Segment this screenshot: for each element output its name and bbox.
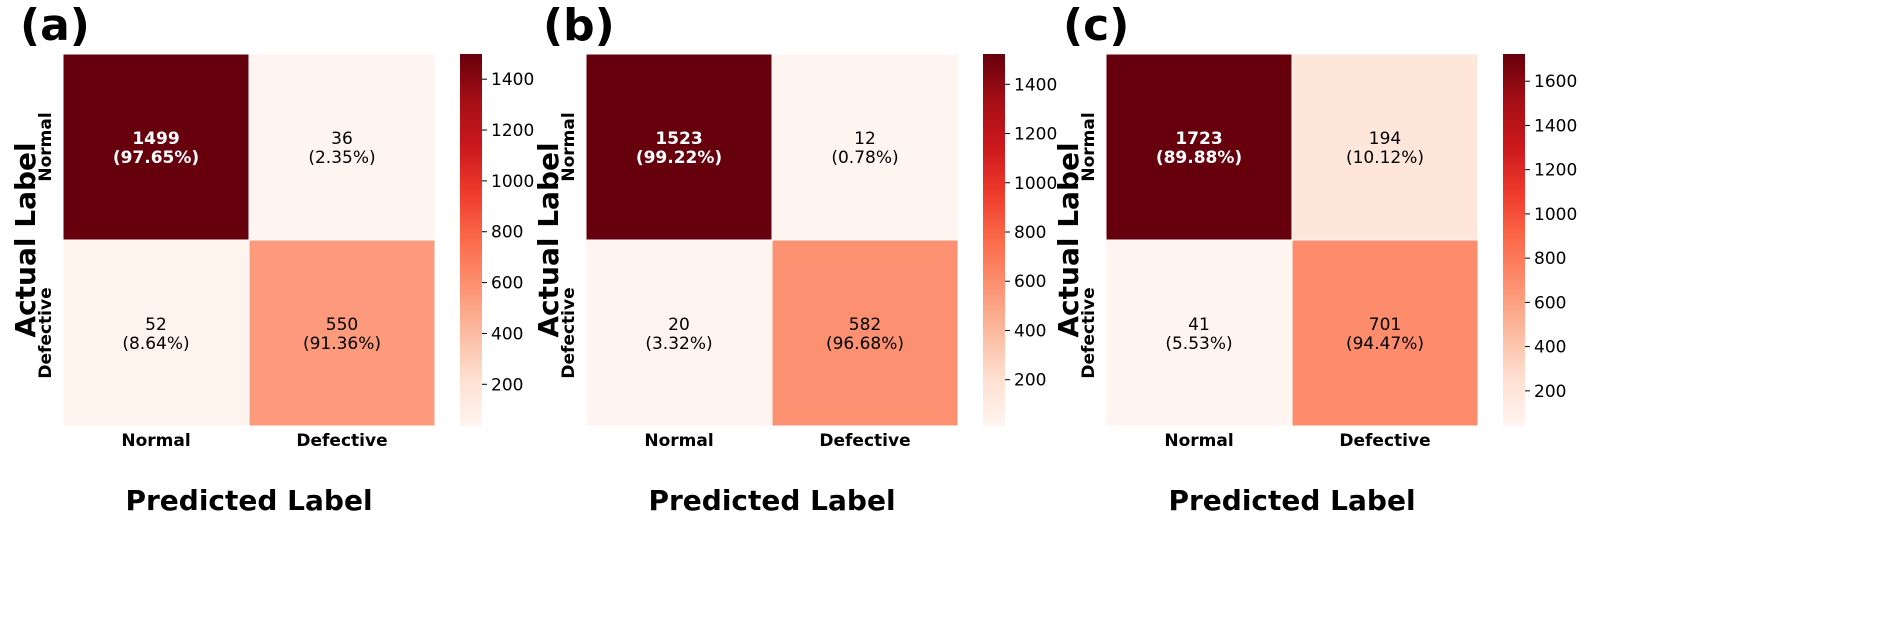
cell-count: 12 — [854, 129, 876, 149]
y-axis-title: Actual Label — [1052, 142, 1085, 337]
cell-percentage: (10.12%) — [1346, 148, 1424, 168]
x-tick-label: Normal — [1164, 431, 1233, 451]
heatmap-cell — [771, 53, 959, 241]
colorbar-tick-label: 600 — [491, 274, 523, 294]
cell-percentage: (3.32%) — [645, 334, 712, 354]
panel-c: (c) 1723 (89.88%) 194 (10.12%) 41 (5.53%) 701 (9… — [1052, 0, 1577, 517]
x-tick-label: Normal — [121, 431, 190, 451]
cell-count: 1723 — [1175, 129, 1222, 149]
cell-count: 1523 — [655, 129, 702, 149]
cell-value-label: 550 (91.36%) — [303, 315, 381, 354]
cell-value-label: 36 (2.35%) — [308, 129, 375, 168]
panel-label: (a) — [20, 0, 90, 51]
y-tick-label: Normal — [1079, 112, 1099, 181]
cell-value-label: 1499 (97.65%) — [113, 129, 199, 168]
panel-label: (b) — [543, 0, 615, 51]
cell-count: 194 — [1369, 129, 1401, 149]
heatmap-cell — [62, 53, 250, 241]
cell-percentage: (99.22%) — [636, 148, 722, 168]
panel-label: (c) — [1063, 0, 1129, 51]
cell-count: 1499 — [132, 129, 179, 149]
colorbar — [460, 54, 482, 426]
colorbar-tick-label: 1400 — [491, 70, 534, 90]
heatmap-cell — [585, 239, 773, 427]
y-tick-label: Defective — [36, 287, 56, 378]
cell-percentage: (5.53%) — [1165, 334, 1232, 354]
cell-percentage: (97.65%) — [113, 148, 199, 168]
cell-percentage: (91.36%) — [303, 334, 381, 354]
colorbar-tick-label: 400 — [491, 324, 523, 344]
colorbar-tick-label: 1000 — [1014, 174, 1057, 194]
cell-count: 20 — [668, 315, 690, 335]
heatmap-cell — [1105, 53, 1293, 241]
cell-count: 550 — [326, 315, 358, 335]
panel-b: (b) 1523 (99.22%) 12 (0.78%) 20 (3.32%) 582 (96.… — [532, 0, 1057, 517]
panel-a: (a) 1499 (97.65%) 36 (2.35%) 52 (8.64%) 550 (91.… — [9, 0, 534, 517]
colorbar-tick-label: 400 — [1534, 338, 1566, 358]
colorbar-tick-label: 600 — [1534, 293, 1566, 313]
colorbar-tick-label: 1600 — [1534, 72, 1577, 92]
heatmap-cell — [585, 53, 773, 241]
heatmap-cell — [1105, 239, 1293, 427]
y-tick-label: Normal — [36, 112, 56, 181]
cell-value-label: 582 (96.68%) — [826, 315, 904, 354]
colorbar — [1503, 54, 1525, 426]
y-tick-label: Defective — [1079, 287, 1099, 378]
colorbar-tick-label: 800 — [1534, 249, 1566, 269]
heatmap-cell — [1291, 239, 1479, 427]
y-tick-label: Defective — [559, 287, 579, 378]
colorbar-tick-label: 1400 — [1534, 116, 1577, 136]
cell-value-label: 41 (5.53%) — [1165, 315, 1232, 354]
heatmap-cell — [248, 53, 436, 241]
x-axis-title: Predicted Label — [125, 484, 372, 517]
cell-percentage: (2.35%) — [308, 148, 375, 168]
cell-percentage: (94.47%) — [1346, 334, 1424, 354]
cell-value-label: 12 (0.78%) — [831, 129, 898, 168]
cell-count: 52 — [145, 315, 167, 335]
colorbar-tick-label: 1200 — [491, 121, 534, 141]
colorbar-tick-label: 400 — [1014, 321, 1046, 341]
colorbar-tick-label: 1400 — [1014, 75, 1057, 95]
cell-count: 41 — [1188, 315, 1210, 335]
x-axis-title: Predicted Label — [1168, 484, 1415, 517]
heatmap-cell — [1291, 53, 1479, 241]
x-axis-title: Predicted Label — [648, 484, 895, 517]
x-tick-label: Defective — [1339, 431, 1430, 451]
colorbar-tick-label: 200 — [491, 375, 523, 395]
y-axis-title: Actual Label — [9, 142, 42, 337]
cell-percentage: (96.68%) — [826, 334, 904, 354]
x-tick-label: Defective — [819, 431, 910, 451]
cell-percentage: (0.78%) — [831, 148, 898, 168]
cell-percentage: (89.88%) — [1156, 148, 1242, 168]
colorbar-tick-label: 800 — [1014, 223, 1046, 243]
heatmap-cell — [771, 239, 959, 427]
colorbar-tick-label: 1200 — [1534, 161, 1577, 181]
cell-count: 36 — [331, 129, 353, 149]
colorbar-tick-label: 1000 — [1534, 205, 1577, 225]
y-axis-title: Actual Label — [532, 142, 565, 337]
cell-count: 582 — [849, 315, 881, 335]
cell-percentage: (8.64%) — [122, 334, 189, 354]
heatmap-cell — [248, 239, 436, 427]
colorbar-tick-label: 1000 — [491, 172, 534, 192]
colorbar-tick-label: 200 — [1014, 371, 1046, 391]
cell-value-label: 20 (3.32%) — [645, 315, 712, 354]
cell-count: 701 — [1369, 315, 1401, 335]
colorbar-tick-label: 200 — [1534, 382, 1566, 402]
y-tick-label: Normal — [559, 112, 579, 181]
cell-value-label: 701 (94.47%) — [1346, 315, 1424, 354]
x-tick-label: Normal — [644, 431, 713, 451]
cell-value-label: 1723 (89.88%) — [1156, 129, 1242, 168]
colorbar-tick-label: 600 — [1014, 272, 1046, 292]
colorbar — [983, 54, 1005, 426]
heatmap-cell — [62, 239, 250, 427]
cell-value-label: 194 (10.12%) — [1346, 129, 1424, 168]
colorbar-tick-label: 1200 — [1014, 125, 1057, 145]
colorbar-tick-label: 800 — [491, 223, 523, 243]
cell-value-label: 52 (8.64%) — [122, 315, 189, 354]
x-tick-label: Defective — [296, 431, 387, 451]
cell-value-label: 1523 (99.22%) — [636, 129, 722, 168]
